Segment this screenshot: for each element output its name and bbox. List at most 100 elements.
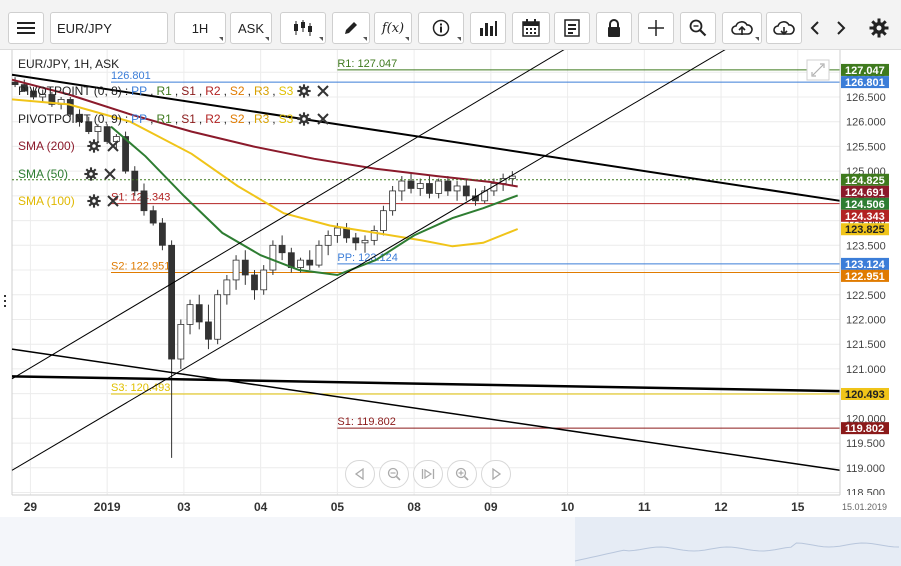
pivot1-s2: S2 bbox=[229, 84, 245, 98]
sma100-line bbox=[11, 98, 519, 248]
menu-button[interactable] bbox=[8, 12, 44, 44]
price-badge-bg-7 bbox=[841, 257, 889, 270]
price-badge-10: 119.802 bbox=[845, 423, 884, 435]
x-tick-label-5: 08 bbox=[407, 500, 421, 514]
pivot1-r1: R1 bbox=[156, 84, 172, 98]
triangle-right-icon bbox=[492, 468, 502, 480]
candle-body-20 bbox=[195, 304, 203, 323]
candle-body-38 bbox=[361, 239, 369, 244]
price-badge-bg-9 bbox=[841, 387, 889, 400]
price-badge-3: 124.691 bbox=[845, 187, 885, 199]
legend-pivot1[interactable]: PIVOTPOINT (0, 8) : PP, R1, S1, R2, S2, … bbox=[18, 83, 331, 99]
x-tick-label-7: 10 bbox=[561, 500, 575, 514]
scroll-left-button[interactable] bbox=[804, 12, 826, 44]
info-button[interactable] bbox=[418, 12, 464, 44]
candle-body-44 bbox=[416, 183, 424, 189]
legend-sma50[interactable]: SMA (50) bbox=[18, 166, 118, 182]
legend-sma100[interactable]: SMA (100) bbox=[18, 193, 121, 209]
price-badge-0: 127.047 bbox=[845, 65, 885, 77]
dropdown-caret-icon bbox=[319, 37, 323, 41]
fullscreen-button[interactable] bbox=[806, 59, 830, 81]
trendline-1[interactable] bbox=[11, 348, 841, 472]
crosshair-button[interactable] bbox=[638, 12, 674, 44]
candle-body-10 bbox=[103, 126, 111, 142]
price-badge-4: 124.506 bbox=[845, 199, 885, 211]
candle-body-35 bbox=[333, 227, 341, 236]
nav-back-button[interactable] bbox=[345, 460, 375, 488]
legend-sma200[interactable]: SMA (200) bbox=[18, 138, 121, 154]
volume-button[interactable] bbox=[470, 12, 506, 44]
symbol-input[interactable]: EUR/JPY bbox=[50, 12, 168, 44]
dropdown-caret-icon bbox=[457, 37, 461, 41]
crosshair-icon bbox=[648, 20, 664, 36]
level-label-PP: PP: 123.124 bbox=[337, 252, 398, 264]
triangle-left-icon bbox=[354, 468, 364, 480]
draw-tool-button[interactable] bbox=[332, 12, 370, 44]
candle-body-21 bbox=[205, 321, 212, 340]
pivot1-remove-close-icon[interactable] bbox=[315, 83, 331, 99]
document-icon bbox=[564, 19, 580, 37]
trendline-3[interactable] bbox=[11, 50, 568, 380]
nav-zoom-in-button[interactable] bbox=[447, 460, 477, 488]
pivot1-r2: R2 bbox=[205, 84, 221, 98]
sma100-settings-gear-icon[interactable] bbox=[86, 193, 102, 209]
navigator-strip[interactable] bbox=[0, 517, 901, 566]
nav-forward-button[interactable] bbox=[481, 460, 511, 488]
pivot2-name: PIVOTPOINT (0, 9) bbox=[18, 112, 122, 126]
pivot1-settings-gear-icon[interactable] bbox=[296, 83, 312, 99]
notes-button[interactable] bbox=[554, 12, 590, 44]
candle-body-13 bbox=[131, 170, 139, 192]
lock-icon bbox=[608, 19, 620, 37]
chart-type-button[interactable] bbox=[280, 12, 326, 44]
candle-body-29 bbox=[278, 244, 286, 254]
y-tick-label-6: 121.500 bbox=[846, 339, 886, 351]
sma100-remove-close-icon[interactable] bbox=[105, 193, 121, 209]
trendline-2[interactable] bbox=[11, 375, 841, 393]
candle-body-34 bbox=[324, 235, 332, 246]
legend-pivot2[interactable]: PIVOTPOINT (0, 9) : PP, R1, S1, R2, S2, … bbox=[18, 111, 331, 127]
price-badge-bg-4 bbox=[841, 197, 889, 210]
nav-zoom-out-button[interactable] bbox=[379, 460, 409, 488]
nav-reset-button[interactable] bbox=[413, 460, 443, 488]
x-tick-label-1: 2019 bbox=[94, 500, 121, 514]
pivot2-settings-gear-icon[interactable] bbox=[296, 111, 312, 127]
lock-button[interactable] bbox=[596, 12, 632, 44]
y-tick-label-8: 122.500 bbox=[846, 290, 886, 302]
price-type-select[interactable]: ASK bbox=[230, 12, 272, 44]
time-axis[interactable]: 29 2019 03 04 05 08 09 10 11 12 15 15.01.2019 bbox=[0, 494, 901, 517]
download-button[interactable] bbox=[766, 12, 802, 44]
zoom-button[interactable] bbox=[680, 12, 716, 44]
navigator-window[interactable] bbox=[575, 517, 901, 566]
drag-handle[interactable] bbox=[4, 295, 6, 307]
upload-button[interactable] bbox=[722, 12, 762, 44]
sma50-remove-close-icon[interactable] bbox=[102, 166, 118, 182]
indicators-button[interactable]: f(x) bbox=[374, 12, 412, 44]
candle-body-17 bbox=[168, 244, 176, 360]
pivot2-s1: S1 bbox=[181, 112, 196, 126]
calendar-button[interactable] bbox=[512, 12, 550, 44]
interval-select[interactable]: 1H bbox=[174, 12, 226, 44]
x-tick-label-9: 12 bbox=[714, 500, 728, 514]
date-readout: 15.01.2019 bbox=[842, 502, 887, 512]
candle-body-3 bbox=[39, 94, 47, 98]
sma50-settings-gear-icon[interactable] bbox=[83, 166, 99, 182]
pivot2-remove-close-icon[interactable] bbox=[315, 111, 331, 127]
trendlines[interactable] bbox=[11, 50, 841, 472]
sma200-line bbox=[11, 78, 518, 188]
pivot2-pp: PP bbox=[131, 112, 148, 126]
candle-body-37 bbox=[352, 237, 360, 244]
price-badge-bg-6 bbox=[841, 223, 889, 236]
hamburger-icon bbox=[17, 22, 35, 34]
fx-label: f(x) bbox=[381, 20, 405, 36]
pivot1-sep: : bbox=[124, 84, 129, 98]
trendline-0[interactable] bbox=[11, 73, 841, 202]
trendline-4[interactable] bbox=[11, 50, 729, 471]
sma200-remove-close-icon[interactable] bbox=[105, 138, 121, 154]
candle-body-18 bbox=[177, 324, 185, 360]
settings-button[interactable] bbox=[864, 12, 894, 44]
chart-grid bbox=[11, 50, 840, 495]
sma200-settings-gear-icon[interactable] bbox=[86, 138, 102, 154]
scroll-right-button[interactable] bbox=[830, 12, 852, 44]
